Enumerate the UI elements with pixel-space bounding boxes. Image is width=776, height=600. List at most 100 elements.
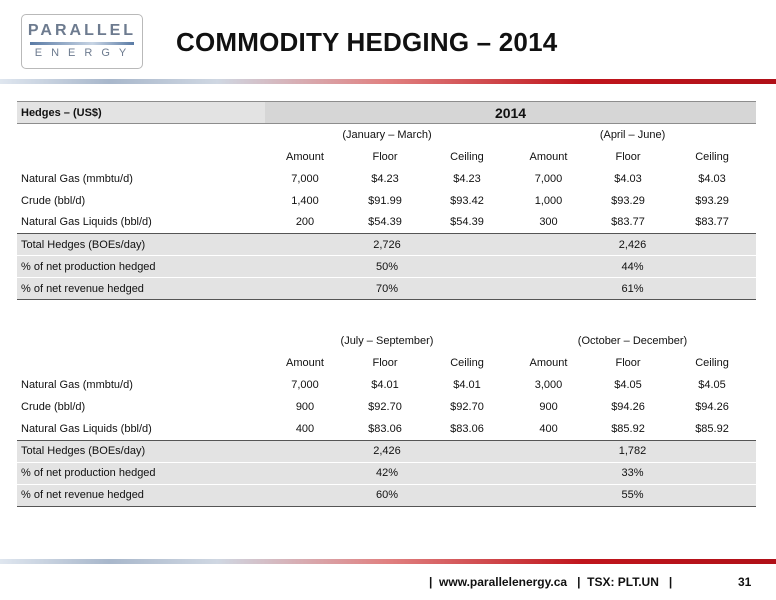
column-header-floor: Floor	[615, 357, 641, 369]
logo-wordmark-top: PARALLEL	[27, 22, 137, 39]
table-cell: $4.05	[614, 379, 642, 391]
column-header-floor: Floor	[615, 150, 641, 163]
table-cell: $93.29	[695, 194, 729, 207]
table-cell: $4.01	[371, 379, 399, 391]
summary-label: % of net revenue hedged	[17, 277, 265, 300]
table-cell: $83.77	[611, 216, 645, 229]
row-label: Natural Gas Liquids (bbl/d)	[21, 216, 152, 229]
column-header-amount: Amount	[529, 357, 568, 369]
row-label: Natural Gas Liquids (bbl/d)	[21, 422, 152, 435]
summary-label: % of net revenue hedged	[17, 483, 265, 507]
column-header-floor: Floor	[372, 150, 398, 163]
table-cell: $4.03	[614, 172, 642, 185]
summary-value: 2,426	[265, 439, 510, 462]
table-header-row: Hedges – (US$) 2014	[17, 101, 757, 124]
logo-swoosh	[30, 42, 134, 45]
table-cell: 1,000	[534, 194, 563, 207]
column-header-row: Amount Floor Ceiling Amount Floor Ceilin…	[17, 352, 756, 374]
table-cell: $85.92	[695, 422, 729, 435]
table-cell: $92.70	[450, 401, 484, 413]
column-header-amount: Amount	[529, 150, 568, 163]
table-cell: $92.70	[368, 401, 402, 413]
table-cell: $85.92	[611, 422, 645, 435]
footer-divider-bar	[0, 559, 776, 564]
table-cell: $93.42	[450, 194, 484, 207]
footer-text: | www.parallelenergy.ca | TSX: PLT.UN |	[429, 575, 673, 589]
period-row: (July – September) (October – December)	[17, 330, 756, 352]
header-divider-bar	[0, 79, 776, 84]
table-cell: 900	[295, 401, 315, 413]
table-cell: $83.06	[450, 422, 484, 435]
table-cell: $83.77	[695, 216, 729, 229]
table-cell: $4.01	[453, 379, 481, 391]
column-header-row: Amount Floor Ceiling Amount Floor Ceilin…	[17, 146, 756, 168]
table-cell: 400	[539, 422, 558, 435]
column-header-amount: Amount	[286, 150, 324, 163]
table-row: Natural Gas Liquids (bbl/d) 200 $54.39 $…	[17, 212, 756, 234]
table-row: Natural Gas Liquids (bbl/d) 400 $83.06 $…	[17, 418, 756, 440]
summary-value: 2,426	[509, 233, 757, 256]
summary-row: % of net revenue hedged 70% 61%	[17, 277, 757, 300]
column-header-ceiling: Ceiling	[450, 357, 484, 369]
summary-value: 70%	[265, 277, 509, 300]
table-cell: 400	[295, 422, 315, 435]
column-header-floor: Floor	[372, 357, 398, 369]
table-row: Crude (bbl/d) 1,400 $91.99 $93.42 1,000 …	[17, 190, 756, 212]
period-label: (October – December)	[577, 335, 688, 347]
table-cell: 300	[539, 216, 558, 229]
summary-label: Total Hedges (BOEs/day)	[17, 233, 265, 256]
summary-value: 44%	[509, 255, 757, 278]
page-title: COMMODITY HEDGING – 2014	[176, 27, 558, 57]
summary-value: 1,782	[509, 439, 757, 462]
table-header-year: 2014	[265, 101, 757, 124]
row-label: Natural Gas (mmbtu/d)	[21, 172, 133, 185]
column-header-ceiling: Ceiling	[695, 150, 729, 163]
summary-value: 2,726	[265, 233, 509, 256]
period-label: (July – September)	[340, 335, 434, 347]
table-cell: $94.26	[611, 401, 645, 413]
table-cell: $91.99	[368, 194, 402, 207]
table-cell: $4.03	[698, 172, 726, 185]
table-row: Crude (bbl/d) 900 $92.70 $92.70 900 $94.…	[17, 396, 756, 418]
column-header-amount: Amount	[286, 357, 324, 369]
summary-value: 60%	[265, 483, 510, 507]
row-label: Crude (bbl/d)	[21, 194, 86, 207]
hedging-table-h1: Hedges – (US$) 2014 (January – March) (A…	[17, 101, 757, 300]
summary-label: % of net production hedged	[17, 461, 265, 484]
summary-row: Total Hedges (BOEs/day) 2,426 1,782	[17, 439, 757, 462]
row-label: Crude (bbl/d)	[21, 401, 86, 413]
summary-row: Total Hedges (BOEs/day) 2,726 2,426	[17, 233, 757, 256]
summary-value: 33%	[509, 461, 757, 484]
table-cell: $94.26	[695, 401, 729, 413]
column-header-ceiling: Ceiling	[695, 357, 729, 369]
table-cell: $83.06	[368, 422, 402, 435]
summary-value: 50%	[265, 255, 509, 278]
table-row: Natural Gas (mmbtu/d) 7,000 $4.23 $4.23 …	[17, 168, 756, 190]
summary-label: Total Hedges (BOEs/day)	[17, 439, 265, 462]
row-label: Natural Gas (mmbtu/d)	[21, 379, 133, 391]
summary-value: 42%	[265, 461, 510, 484]
column-header-ceiling: Ceiling	[450, 150, 484, 163]
page-number: 31	[738, 575, 752, 589]
table-cell: $93.29	[611, 194, 645, 207]
table-row: Natural Gas (mmbtu/d) 7,000 $4.01 $4.01 …	[17, 374, 756, 396]
table-cell: $4.05	[698, 379, 726, 391]
hedging-table-h2: (July – September) (October – December) …	[17, 330, 757, 507]
table-header-label: Hedges – (US$)	[17, 101, 265, 124]
period-label: (January – March)	[342, 128, 432, 141]
period-label: (April – June)	[599, 128, 666, 141]
summary-row: % of net production hedged 42% 33%	[17, 461, 757, 484]
summary-value: 55%	[509, 483, 757, 507]
company-logo: PARALLEL ENERGY	[21, 14, 143, 69]
table-cell: 1,400	[291, 194, 319, 207]
summary-row: % of net production hedged 50% 44%	[17, 255, 757, 278]
table-cell: 7,000	[534, 172, 563, 185]
table-cell: 7,000	[291, 172, 319, 185]
summary-row: % of net revenue hedged 60% 55%	[17, 483, 757, 507]
table-cell: 7,000	[291, 379, 319, 391]
table-cell: 3,000	[534, 379, 563, 391]
table-cell: 900	[539, 401, 558, 413]
period-row: (January – March) (April – June)	[17, 124, 756, 146]
logo-wordmark-bottom: ENERGY	[34, 47, 136, 59]
table-cell: $54.39	[368, 216, 402, 229]
